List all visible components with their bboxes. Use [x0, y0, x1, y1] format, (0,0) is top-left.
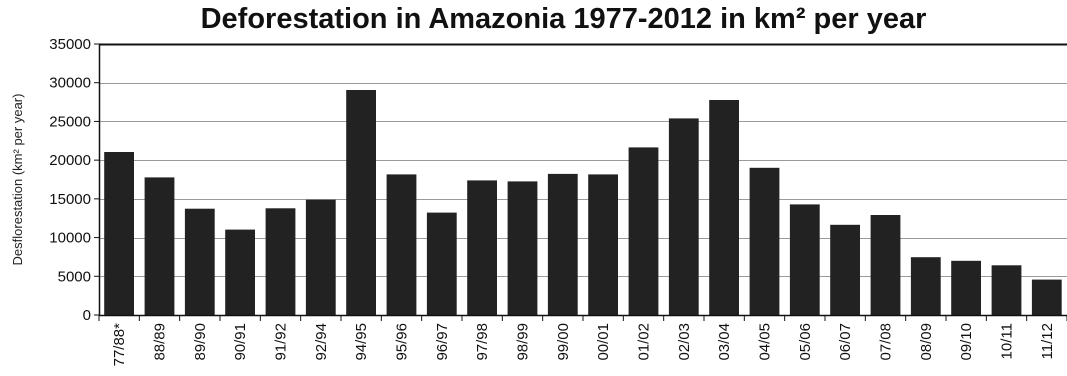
bar-04/05	[749, 167, 780, 315]
bar-98/99	[507, 181, 538, 315]
x-tick-label-95/96: 95/96	[394, 323, 411, 361]
x-tick-label-94/95: 94/95	[353, 323, 370, 361]
bar-03/04	[709, 100, 739, 315]
x-tick-label-02/03: 02/03	[676, 323, 693, 361]
bar-99/00	[547, 173, 578, 315]
x-tick-label-00/01: 00/01	[595, 323, 612, 361]
x-tick-label-88/89: 88/89	[152, 323, 169, 361]
bar-02/03	[668, 118, 699, 316]
bar-10/11	[991, 265, 1022, 315]
bar-97/98	[467, 180, 497, 315]
x-tick-label-92/94: 92/94	[313, 323, 330, 361]
x-tick-label-08/09: 08/09	[918, 323, 935, 361]
bar-00/01	[588, 174, 618, 315]
bar-96/97	[426, 212, 457, 315]
chart-title: Deforestation in Amazonia 1977-2012 in k…	[200, 3, 927, 35]
y-tick-label-0: 0	[83, 307, 91, 324]
x-tick-label-04/05: 04/05	[757, 323, 774, 361]
bar-94/95	[346, 90, 376, 315]
y-tick-label-15000: 15000	[49, 191, 91, 208]
bar-95/96	[386, 174, 417, 315]
x-tick-label-07/08: 07/08	[878, 323, 895, 361]
x-tick-label-03/04: 03/04	[716, 323, 733, 361]
bar-09/10	[951, 260, 981, 315]
bar-88/89	[144, 177, 175, 315]
y-tick-label-35000: 35000	[49, 36, 91, 53]
bar-90/91	[225, 229, 255, 315]
x-tick-label-98/99: 98/99	[515, 323, 532, 361]
bar-92/94	[305, 199, 336, 315]
x-tick-label-77/88*: 77/88*	[111, 323, 128, 367]
bar-77/88*	[104, 152, 134, 315]
bar-89/90	[184, 208, 215, 315]
bar-05/06	[789, 204, 820, 315]
x-tick-label-10/11: 10/11	[999, 323, 1016, 359]
y-tick-label-30000: 30000	[49, 75, 91, 92]
bar-91/92	[265, 208, 296, 315]
bar-06/07	[830, 224, 860, 315]
x-tick-label-90/91: 90/91	[232, 323, 249, 361]
bar-07/08	[870, 215, 901, 315]
x-tick-label-05/06: 05/06	[797, 323, 814, 361]
x-tick-label-96/97: 96/97	[434, 323, 451, 361]
x-tick-label-97/98: 97/98	[474, 323, 491, 361]
y-tick-label-25000: 25000	[49, 113, 91, 130]
bar-08/09	[910, 257, 941, 315]
x-tick-label-09/10: 09/10	[958, 323, 975, 361]
y-tick-label-5000: 5000	[58, 268, 91, 285]
y-tick-label-10000: 10000	[49, 230, 91, 247]
bar-11/12	[1031, 279, 1062, 315]
x-tick-label-89/90: 89/90	[192, 323, 209, 361]
x-tick-label-91/92: 91/92	[273, 323, 290, 361]
bar-01/02	[628, 147, 659, 315]
y-tick-label-20000: 20000	[49, 152, 91, 169]
x-tick-label-01/02: 01/02	[636, 323, 653, 361]
x-tick-label-99/00: 99/00	[555, 323, 572, 361]
x-tick-label-11/12: 11/12	[1039, 323, 1056, 359]
y-axis-label: Desflorestation (km² per year)	[10, 94, 25, 266]
x-tick-label-06/07: 06/07	[837, 323, 854, 361]
